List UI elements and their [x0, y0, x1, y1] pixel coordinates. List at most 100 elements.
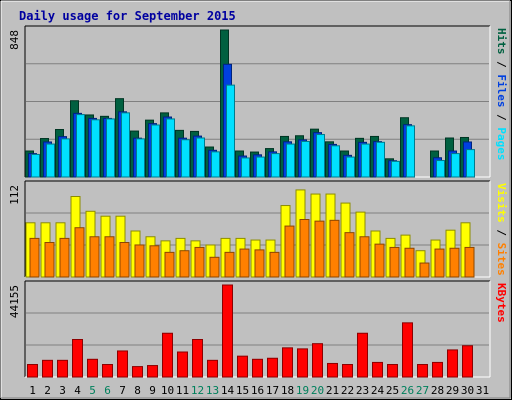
x-tick-label: 15	[236, 384, 249, 397]
bar-sites-day-25	[389, 246, 400, 278]
x-tick-label: 5	[89, 384, 96, 397]
bar-kbytes-day-22	[342, 364, 353, 378]
legend-entry: /	[495, 108, 508, 128]
bar-sites-day-29	[449, 247, 460, 278]
bar-kbytes-day-2	[42, 359, 53, 378]
x-tick-label: 14	[221, 384, 235, 397]
bar-pages-day-8	[136, 138, 145, 178]
bar-kbytes-day-11	[177, 351, 188, 378]
bar-kbytes-day-23	[357, 332, 368, 378]
bar-sites-day-6	[104, 236, 115, 278]
bar-sites-day-24	[374, 243, 385, 278]
bar-kbytes-day-9	[147, 365, 158, 378]
bar-pages-day-17	[271, 153, 280, 178]
bar-pages-day-2	[46, 143, 55, 178]
series-kbytes	[27, 284, 473, 378]
bar-sites-day-8	[134, 244, 145, 278]
panel-kbytes: 44155 KBytes	[8, 280, 508, 378]
x-tick-label: 22	[341, 384, 354, 397]
bar-sites-day-12	[194, 246, 205, 278]
bar-pages-day-21	[331, 145, 340, 178]
x-tick-label: 26	[401, 384, 414, 397]
bar-kbytes-day-17	[267, 357, 278, 378]
panel-legend: Hits / Files / Pages	[495, 28, 508, 161]
x-tick-label: 9	[149, 384, 156, 397]
bar-pages-day-4	[76, 114, 85, 178]
bar-kbytes-day-25	[387, 364, 398, 378]
panel-max-label: 44155	[8, 285, 21, 318]
bar-pages-day-12	[196, 137, 205, 178]
chart-panels: 848 Hits / Files / Pages 112 Visits / Sites…	[8, 25, 508, 378]
x-tick-label: 13	[206, 384, 219, 397]
legend-entry: Files	[495, 74, 508, 107]
x-tick-label: 21	[326, 384, 339, 397]
bar-pages-day-30	[466, 149, 475, 178]
bar-pages-day-29	[451, 153, 460, 178]
x-tick-label: 3	[59, 384, 66, 397]
bar-kbytes-day-19	[297, 348, 308, 378]
bar-pages-day-26	[406, 125, 415, 178]
bar-pages-day-14	[226, 84, 235, 178]
bar-sites-day-5	[89, 236, 100, 278]
legend-entry: /	[495, 223, 508, 243]
bar-sites-day-30	[464, 246, 475, 278]
x-tick-label: 18	[281, 384, 294, 397]
bar-sites-day-1	[29, 237, 40, 278]
x-tick-label: 25	[386, 384, 399, 397]
bar-sites-day-27	[419, 262, 430, 278]
panel-max-label: 848	[8, 30, 21, 50]
bar-sites-day-28	[434, 248, 445, 278]
bar-sites-day-2	[44, 242, 55, 278]
bar-sites-day-16	[254, 249, 265, 278]
bar-pages-day-28	[436, 160, 445, 178]
bar-pages-day-22	[346, 156, 355, 178]
bar-kbytes-day-7	[117, 350, 128, 378]
x-tick-label: 20	[311, 384, 324, 397]
bar-pages-day-16	[256, 156, 265, 178]
bar-kbytes-day-12	[192, 339, 203, 378]
bar-sites-day-17	[269, 251, 280, 278]
bar-kbytes-day-21	[327, 362, 338, 378]
x-tick-label: 28	[431, 384, 444, 397]
legend-entry: KBytes	[495, 283, 508, 323]
bar-kbytes-day-4	[72, 339, 83, 378]
bar-sites-day-14	[224, 251, 235, 278]
legend-entry: Visits	[495, 183, 508, 223]
bar-sites-day-19	[299, 219, 310, 278]
bar-sites-day-3	[59, 237, 70, 278]
bar-kbytes-day-14	[222, 284, 233, 378]
panel-max-label: 112	[8, 185, 21, 205]
bar-kbytes-day-6	[102, 364, 113, 378]
bar-sites-day-21	[329, 219, 340, 278]
bar-sites-day-23	[359, 236, 370, 278]
bar-kbytes-day-5	[87, 358, 98, 378]
legend-entry: Sites	[495, 243, 508, 276]
panel-visits-sites: 112 Visits / Sites	[8, 180, 508, 278]
x-axis-labels: 1 2 3 4 5 6 7 8 9 10 11 12 13 14 15 16 17 18 19 20 21 22 23 24 2…	[29, 384, 489, 397]
bar-pages-day-23	[361, 143, 370, 178]
bar-pages-day-13	[211, 151, 220, 178]
bar-kbytes-day-27	[417, 364, 428, 378]
bar-kbytes-day-3	[57, 359, 68, 378]
legend-entry: /	[495, 55, 508, 75]
bar-kbytes-day-29	[447, 349, 458, 378]
x-tick-label: 23	[356, 384, 369, 397]
bar-sites-day-15	[239, 248, 250, 278]
x-tick-label: 11	[176, 384, 189, 397]
x-tick-label: 24	[371, 384, 385, 397]
chart-title: Daily usage for September 2015	[19, 9, 236, 23]
x-tick-label: 6	[104, 384, 111, 397]
bar-sites-day-9	[149, 245, 160, 278]
bar-kbytes-day-16	[252, 358, 263, 378]
bar-pages-day-20	[316, 134, 325, 178]
bar-kbytes-day-20	[312, 343, 323, 378]
x-tick-label: 7	[119, 384, 126, 397]
x-tick-label: 8	[134, 384, 141, 397]
bar-sites-day-10	[164, 251, 175, 278]
x-tick-label: 31	[476, 384, 489, 397]
bar-sites-day-4	[74, 227, 85, 278]
bar-kbytes-day-10	[162, 332, 173, 378]
bar-pages-day-19	[301, 140, 310, 178]
